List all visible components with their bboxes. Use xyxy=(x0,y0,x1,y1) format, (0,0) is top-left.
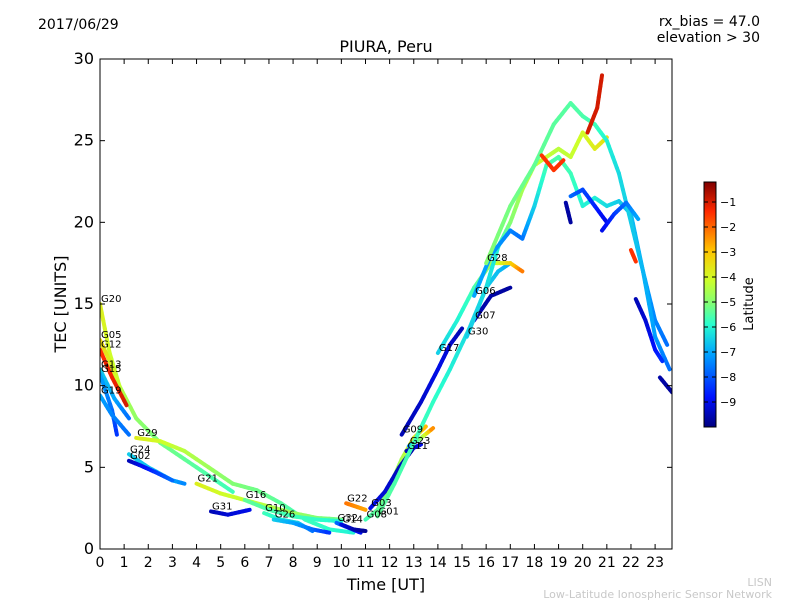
x-tick-label: 23 xyxy=(646,555,664,571)
series-segment xyxy=(170,479,173,480)
series-label: G07 xyxy=(475,310,495,321)
series-segment xyxy=(520,270,522,271)
series-label-layer: G20G05G12G13G15G19G29G24G02G21G31G16G10G… xyxy=(101,253,508,525)
series-track xyxy=(378,263,511,516)
x-tick-label: 1 xyxy=(120,555,129,571)
series-layer xyxy=(100,75,672,532)
series-label: G09 xyxy=(403,425,423,436)
x-tick-label: 10 xyxy=(332,555,350,571)
colorbar: −1 −2 −3 −4 −5 −6 −7 −8 −9 Latitude xyxy=(704,182,757,427)
series-segment xyxy=(665,341,667,345)
series-segment xyxy=(116,431,117,435)
y-tick-label: 5 xyxy=(84,457,94,476)
series-label: G15 xyxy=(101,364,121,375)
x-tick-label: 6 xyxy=(240,555,249,571)
series-segment xyxy=(636,216,638,219)
series-label: G11 xyxy=(408,441,428,452)
x-tick-label: 2 xyxy=(144,555,153,571)
series-label: G26 xyxy=(275,510,295,521)
colorbar-tick-label: −4 xyxy=(720,271,736,284)
series-label: G14 xyxy=(342,515,362,526)
series-label: G16 xyxy=(246,490,266,501)
series-label: G06 xyxy=(475,286,495,297)
series-segment xyxy=(667,364,669,369)
colorbar-gradient xyxy=(704,182,716,427)
colorbar-tick-label: −1 xyxy=(720,196,736,209)
series-segment xyxy=(635,260,636,262)
colorbar-tick-label: −7 xyxy=(720,346,736,359)
series-segment xyxy=(182,483,184,484)
y-tick-label: 25 xyxy=(74,131,94,150)
x-tick-label: 12 xyxy=(381,555,399,571)
colorbar-tick-label: −8 xyxy=(720,371,736,384)
series-label: G30 xyxy=(468,327,488,338)
series-segment xyxy=(246,510,250,511)
x-tick-label: 7 xyxy=(264,555,273,571)
y-tick-label: 30 xyxy=(74,49,94,68)
series-segment xyxy=(349,532,353,533)
y-tick-label: 0 xyxy=(84,539,94,558)
series-label: G31 xyxy=(212,501,232,512)
series-label: G17 xyxy=(439,343,459,354)
x-tick-label: 15 xyxy=(453,555,471,571)
colorbar-tick-label: −5 xyxy=(720,296,736,309)
series-segment xyxy=(460,329,462,332)
x-tick-label: 20 xyxy=(574,555,592,571)
series-label: G01 xyxy=(379,506,399,517)
series-track xyxy=(660,378,672,393)
series-label: G02 xyxy=(130,451,150,462)
x-tick-label: 19 xyxy=(550,555,568,571)
series-segment xyxy=(229,489,233,492)
x-tick-label: 0 xyxy=(96,555,105,571)
x-tick-label: 17 xyxy=(501,555,519,571)
y-tick-label: 15 xyxy=(74,294,94,313)
y-tick-label: 10 xyxy=(74,376,94,395)
x-tick-label: 14 xyxy=(429,555,447,571)
y-tick-label: 20 xyxy=(74,212,94,231)
x-tick-label: 3 xyxy=(168,555,177,571)
series-label: G20 xyxy=(101,294,121,305)
series-segment xyxy=(661,359,662,361)
series-label: G21 xyxy=(198,474,218,485)
colorbar-label: Latitude xyxy=(742,277,757,331)
x-tick-label: 8 xyxy=(289,555,298,571)
x-tick-label: 21 xyxy=(598,555,616,571)
series-track xyxy=(631,250,636,261)
x-tick-label: 18 xyxy=(526,555,544,571)
series-segment xyxy=(126,431,129,434)
series-segment xyxy=(507,288,510,289)
series-segment xyxy=(124,401,126,406)
x-tick-label: 16 xyxy=(477,555,495,571)
series-label: G22 xyxy=(347,493,367,504)
series-label: G29 xyxy=(137,428,157,439)
series-segment xyxy=(127,415,129,418)
series-segment xyxy=(326,532,329,533)
x-tick-label: 4 xyxy=(192,555,201,571)
y-axis-label: TEC [UNITS] xyxy=(51,256,70,354)
series-label: G28 xyxy=(487,253,507,264)
series-track xyxy=(566,203,571,223)
series-segment xyxy=(364,509,366,510)
series-segment xyxy=(424,427,426,429)
series-track xyxy=(129,461,172,481)
colorbar-tick-label: −3 xyxy=(720,246,736,259)
colorbar-tick-label: −2 xyxy=(720,221,736,234)
series-segment xyxy=(562,160,564,162)
series-label: G12 xyxy=(101,340,121,351)
x-tick-label: 9 xyxy=(313,555,322,571)
series-label: G19 xyxy=(101,385,121,396)
series-segment xyxy=(431,428,433,430)
colorbar-tick-label: −9 xyxy=(720,396,736,409)
colorbar-tick-label: −6 xyxy=(720,321,736,334)
x-tick-label: 22 xyxy=(622,555,640,571)
x-tick-label: 11 xyxy=(357,555,375,571)
x-axis-label: Time [UT] xyxy=(346,575,425,594)
x-tick-label: 13 xyxy=(405,555,423,571)
series-track xyxy=(571,190,607,223)
series-segment xyxy=(601,75,602,80)
x-tick-label: 5 xyxy=(216,555,225,571)
series-segment xyxy=(570,219,571,222)
